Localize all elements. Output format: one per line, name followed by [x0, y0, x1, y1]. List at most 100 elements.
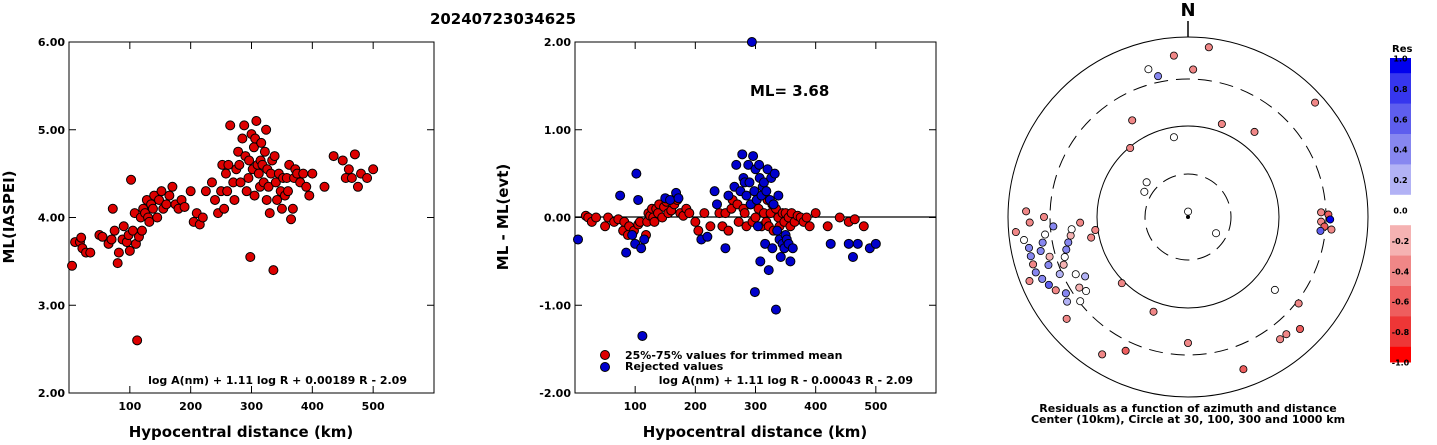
- station-residual-point: [1098, 350, 1107, 359]
- legend: 25%-75% values for trimmed mean Rejected…: [600, 349, 842, 373]
- station-point: [328, 151, 339, 162]
- colorbar-ticks: 1.0 0.8 0.6 0.4 0.2 0.0 -0.2 -0.4 -0.6 -0.8 -1.0: [1392, 55, 1410, 368]
- station-point: [249, 190, 260, 201]
- station-residual-point: [1126, 144, 1135, 153]
- x-tick-label: 400: [804, 400, 827, 413]
- colorbar-swatches: [1390, 58, 1411, 363]
- colorbar-swatch: [1390, 225, 1411, 257]
- rejected-point: [673, 193, 684, 204]
- station-residual-point: [1217, 119, 1226, 128]
- station-point: [219, 203, 230, 214]
- rejected-point: [773, 190, 784, 201]
- station-point: [185, 186, 196, 197]
- colorbar-title: Res: [1392, 44, 1412, 55]
- station-point: [237, 133, 248, 144]
- legend-label-trimmed: 25%-75% values for trimmed mean: [625, 349, 842, 362]
- station-residual-point: [1075, 283, 1084, 292]
- trimmed-point: [723, 225, 734, 236]
- station-residual-point: [1087, 233, 1096, 242]
- station-point: [109, 225, 120, 236]
- rejected-point: [723, 190, 734, 201]
- station-point: [245, 251, 256, 262]
- station-residual-point: [1076, 218, 1085, 227]
- station-residual-point: [1031, 268, 1040, 277]
- trimmed-point: [600, 221, 611, 232]
- station-point: [220, 168, 231, 179]
- trimmed-point: [750, 212, 761, 223]
- station-residual-point: [1036, 247, 1045, 256]
- station-point: [244, 155, 255, 166]
- station-residual-point: [1169, 51, 1178, 60]
- station-residual-point: [1154, 72, 1163, 81]
- colorbar-tick-label: -0.4: [1392, 267, 1410, 276]
- station-point: [307, 168, 318, 179]
- trimmed-point: [733, 216, 744, 227]
- y-tick-label: 2.00: [38, 387, 65, 400]
- trimmed-point: [699, 208, 710, 219]
- trimmed-point: [834, 212, 845, 223]
- rejected-point: [720, 243, 731, 254]
- rejected-point: [748, 151, 759, 162]
- station-residual-point: [1059, 260, 1068, 269]
- station-residual-point: [1250, 127, 1259, 136]
- legend-marker-trimmed: [600, 350, 610, 360]
- magnitude-vs-distance-panel: 100 200 300 400 500 2.00 3.00 4.00 5.00 6.00 Hypo…: [0, 36, 435, 441]
- station-residual-point: [1025, 218, 1034, 227]
- x-tick-label: 400: [301, 400, 324, 413]
- station-residual-point: [1029, 260, 1038, 269]
- station-point: [235, 177, 246, 188]
- x-tick-label: 100: [624, 400, 647, 413]
- station-point: [156, 186, 167, 197]
- rejected-point: [825, 238, 836, 249]
- colorbar-swatch: [1390, 316, 1411, 348]
- colorbar-tick-label: -0.2: [1392, 237, 1410, 246]
- colorbar-swatch: [1390, 346, 1411, 363]
- station-point: [112, 258, 123, 269]
- x-axis-label: Hypocentral distance (km): [129, 423, 354, 441]
- station-residual-point: [1316, 226, 1325, 235]
- station-residual-point: [1204, 43, 1213, 52]
- station-residual-point: [1076, 297, 1085, 306]
- station-point: [106, 234, 117, 245]
- station-point: [200, 186, 211, 197]
- y-tick-label: 1.00: [544, 124, 571, 137]
- rejected-point: [760, 238, 771, 249]
- station-point: [124, 245, 135, 256]
- station-residual-point: [1062, 245, 1071, 254]
- station-point: [234, 159, 245, 170]
- station-point: [113, 247, 124, 258]
- station-residual-point: [1049, 222, 1058, 231]
- station-residual-point: [1044, 261, 1053, 270]
- station-point: [287, 203, 298, 214]
- epicenter: [1186, 215, 1190, 219]
- rejected-point: [770, 304, 781, 315]
- station-point: [229, 194, 240, 205]
- station-residual-point: [1142, 178, 1151, 187]
- station-residual-point: [1051, 286, 1060, 295]
- y-tick-label: 5.00: [38, 124, 65, 137]
- data-points: [573, 37, 881, 341]
- station-point: [118, 221, 129, 232]
- station-residual-point: [1038, 238, 1047, 247]
- colorbar-swatch: [1390, 286, 1411, 317]
- rejected-point: [761, 186, 772, 197]
- figure-title: 20240723034625: [430, 10, 576, 28]
- station-point: [97, 231, 108, 242]
- x-tick-label: 300: [744, 400, 767, 413]
- colorbar-swatch: [1390, 73, 1411, 105]
- colorbar-swatch: [1390, 255, 1411, 287]
- station-residual-point: [1144, 65, 1153, 74]
- trimmed-point: [801, 212, 812, 223]
- station-residual-point: [1117, 279, 1126, 288]
- station-residual-point: [1189, 65, 1198, 74]
- station-residual-point: [1276, 335, 1285, 344]
- x-tick-label: 200: [179, 400, 202, 413]
- trimmed-point: [739, 208, 750, 219]
- ml-annotation: ML= 3.68: [750, 82, 829, 100]
- colorbar-tick-label: -0.8: [1392, 328, 1410, 337]
- trimmed-point: [690, 216, 701, 227]
- station-point: [261, 124, 272, 135]
- station-residual-point: [1317, 208, 1326, 217]
- trimmed-point: [804, 221, 815, 232]
